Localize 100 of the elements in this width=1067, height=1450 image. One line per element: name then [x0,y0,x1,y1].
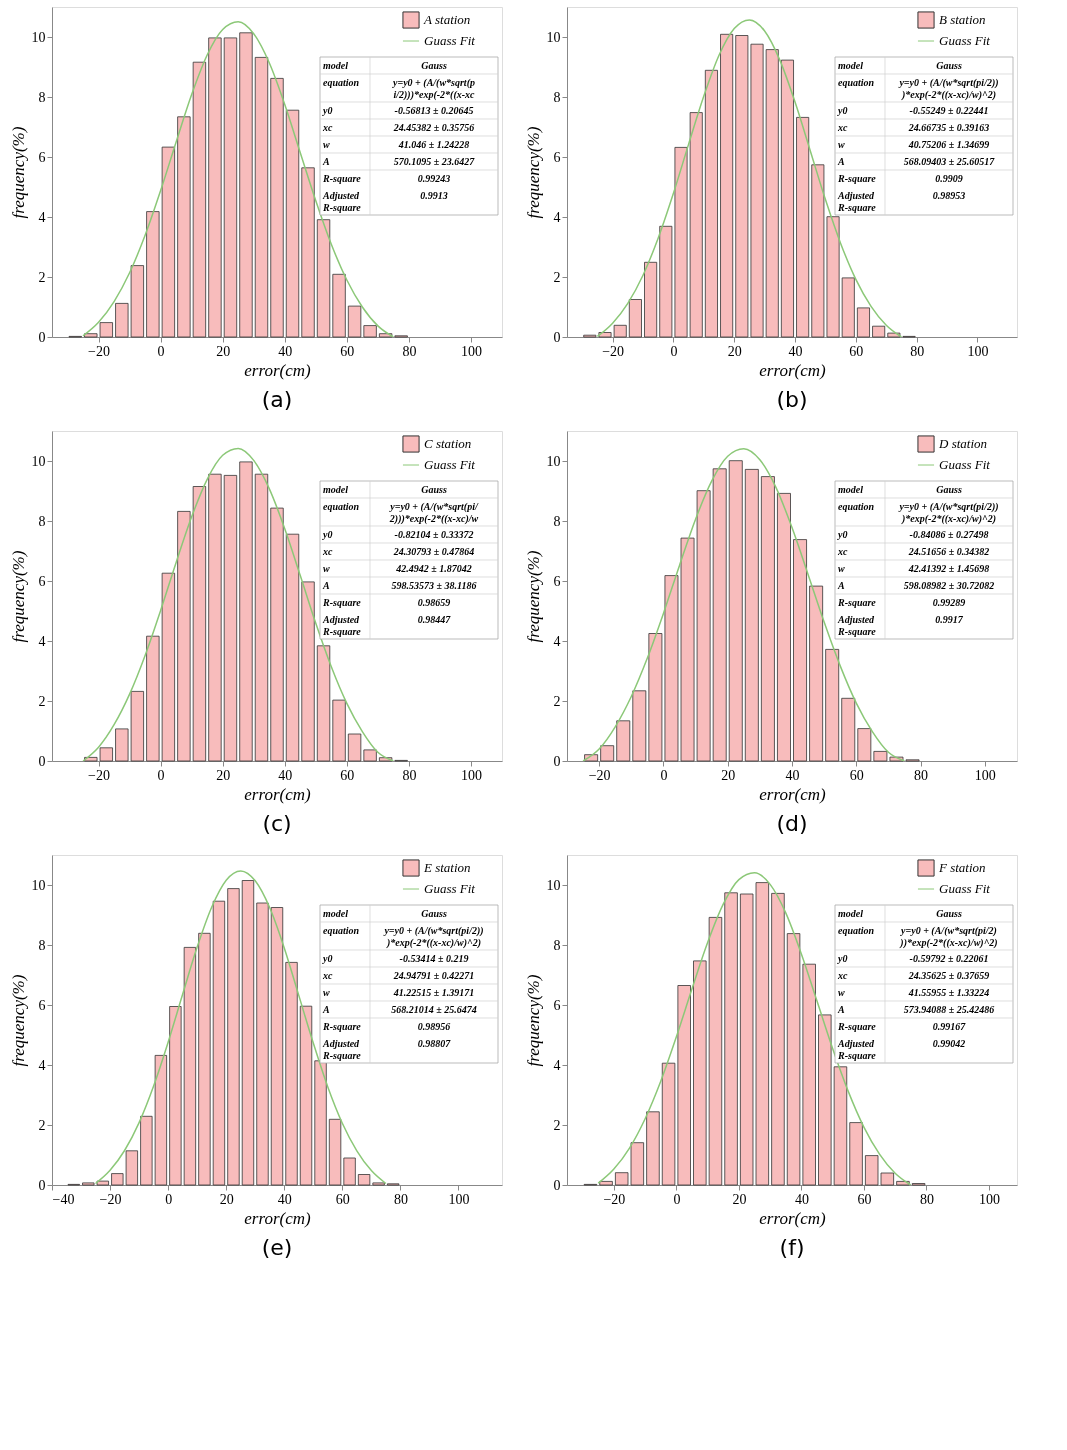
annotation: 40.75206 ± 1.34699 [907,139,990,150]
x-tick-label: 40 [277,1191,292,1207]
y-tick-label: 6 [553,149,561,165]
y-tick-label: 0 [38,329,46,345]
y-tick-label: 0 [38,1177,46,1193]
annotation: 598.08982 ± 30.72082 [903,580,995,591]
legend-label: Guass Fit [424,457,476,472]
x-tick-label: 20 [216,767,231,783]
y-tick-label: 4 [38,209,46,225]
annotation: xc [837,970,848,981]
annotation: R-square [837,173,877,184]
annotation: y0 [837,105,848,116]
annotation: 24.35625 ± 0.37659 [907,970,990,981]
annotation: 0.99167 [932,1021,967,1032]
x-tick-label: 0 [157,343,165,359]
legend-label: Guass Fit [424,881,476,896]
x-tick-label: 60 [335,1191,350,1207]
x-tick-label: 0 [165,1191,173,1207]
annotation: A [322,1004,330,1015]
annotation: -0.82104 ± 0.33372 [394,529,474,540]
x-tick-label: 40 [794,1191,809,1207]
x-tick-label: 60 [849,767,864,783]
y-tick-label: 0 [553,753,561,769]
y-tick-label: 10 [31,29,46,45]
annotation: 0.99289 [932,597,966,608]
annotation: 24.45382 ± 0.35756 [392,122,475,133]
annotation: 0.99042 [932,1038,966,1049]
y-tick-label: 8 [553,89,561,105]
x-tick-label: 40 [278,767,293,783]
text: (d) [776,811,808,836]
text: (a) [261,387,293,412]
y-tick-label: 4 [38,1057,46,1073]
annotation: 0.9909 [935,173,963,184]
legend-label: D station [938,436,988,451]
annotation: model [838,60,864,71]
legend-label: F station [938,860,986,875]
annotation: R-square [837,202,877,213]
annotation: 0.98447 [417,614,452,625]
x-tick-label: 80 [914,767,929,783]
x-tick-label: 100 [974,767,996,783]
y-axis-title: frequency(%) [8,126,28,219]
x-tick-label: −40 [52,1191,75,1207]
x-tick-label: −20 [88,767,110,783]
y-tick-label: 10 [546,453,561,469]
y-tick-label: 6 [38,573,46,589]
annotation: w [323,139,330,150]
x-tick-label: 60 [849,343,864,359]
text: (c) [262,811,292,836]
x-tick-label: 80 [910,343,925,359]
legend-label: Guass Fit [939,457,991,472]
annotation: R-square [322,1021,362,1032]
y-tick-label: 0 [38,753,46,769]
annotation: -0.56813 ± 0.20645 [394,105,474,116]
x-tick-label: 40 [278,343,293,359]
legend-label: Guass Fit [424,33,476,48]
annotation: 0.9917 [935,614,964,625]
x-tick-label: 60 [340,767,355,783]
annotation: equation [323,77,360,88]
y-tick-label: 10 [31,877,46,893]
annotation: w [323,987,330,998]
annotation: R-square [322,597,362,608]
annotation: y0 [322,105,333,116]
annotation: R-square [837,1050,877,1061]
annotation: model [323,908,349,919]
annotation: 0.98807 [417,1038,452,1049]
annotation: 24.94791 ± 0.42271 [392,970,475,981]
y-axis-title: frequency(%) [523,974,543,1067]
x-tick-label: 0 [660,767,668,783]
annotation: 24.51656 ± 0.34382 [907,546,990,557]
y-axis-title: frequency(%) [8,550,28,643]
y-tick-label: 2 [38,269,46,285]
annotation: -0.53414 ± 0.219 [399,953,469,964]
y-tick-label: 2 [38,1117,46,1133]
x-tick-label: −20 [603,1191,626,1207]
annotation: A [837,580,845,591]
annotation: 24.66735 ± 0.39163 [907,122,990,133]
x-tick-label: 0 [670,343,678,359]
y-tick-label: 0 [553,1177,561,1193]
y-tick-label: 0 [553,329,561,345]
y-tick-label: 10 [546,877,561,893]
annotation: y=y0 + (A/(w*sqrt(pi/2)) [898,501,999,513]
x-axis-title: error(cm) [244,360,312,380]
y-tick-label: 6 [553,573,561,589]
x-tick-label: 80 [393,1191,408,1207]
annotation: y0 [322,529,333,540]
annotation: Gauss [936,484,962,495]
y-tick-label: 4 [553,209,561,225]
annotation: A [837,1004,845,1015]
y-tick-label: 8 [38,513,46,529]
x-tick-label: 60 [857,1191,872,1207]
annotation: Gauss [421,908,447,919]
annotation: w [838,139,845,150]
annotation: 0.98956 [417,1021,451,1032]
x-tick-label: 0 [157,767,165,783]
annotation: equation [323,925,360,936]
legend-label: B station [939,12,986,27]
x-tick-label: 100 [460,343,482,359]
x-axis-title: error(cm) [759,360,827,380]
x-tick-label: 100 [967,343,989,359]
annotation: )*exp(-2*((x-xc)/w)^2) [901,89,996,101]
